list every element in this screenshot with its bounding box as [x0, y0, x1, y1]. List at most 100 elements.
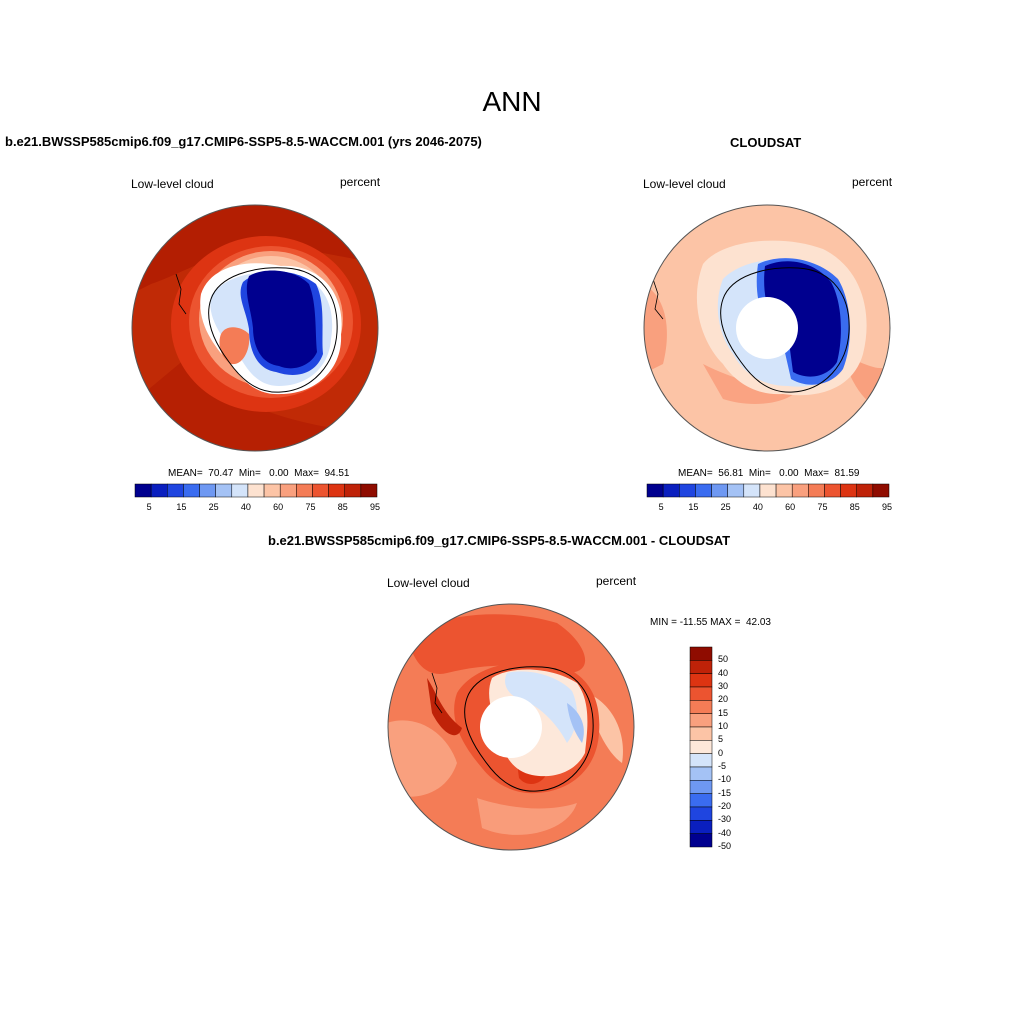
colorbar-swatch [689, 766, 713, 781]
colorbar-swatch [856, 483, 874, 498]
colorbar-swatch [689, 833, 713, 848]
obs-panel-title: CLOUDSAT [730, 135, 802, 150]
model-colorbar-swatches [134, 483, 378, 498]
colorbar-swatch [689, 806, 713, 821]
colorbar-swatch [689, 646, 713, 661]
colorbar-tick-label: 25 [208, 502, 219, 512]
diff-polar-map [387, 603, 635, 851]
colorbar-tick-label: 5 [718, 734, 724, 745]
colorbar-tick-label: 40 [718, 667, 729, 678]
colorbar-swatch [711, 483, 728, 498]
colorbar-tick-label: 40 [752, 502, 763, 512]
model-units-label: percent [340, 175, 381, 189]
colorbar-tick-label: 60 [785, 502, 796, 512]
colorbar-swatch [689, 753, 713, 768]
colorbar-tick-label: 60 [273, 502, 284, 512]
model-field-label: Low-level cloud [131, 177, 214, 191]
colorbar-tick-label: 40 [240, 502, 251, 512]
colorbar-tick-label: 95 [881, 502, 893, 512]
colorbar-tick-label: 15 [718, 707, 729, 718]
colorbar-swatch [743, 483, 761, 498]
colorbar-tick-label: -30 [718, 814, 732, 825]
colorbar-swatch [759, 483, 777, 498]
colorbar-swatch [727, 483, 745, 498]
colorbar-swatch [872, 483, 890, 498]
colorbar-swatch [689, 686, 713, 701]
colorbar-tick-label: -20 [718, 801, 732, 811]
colorbar-tick-label: 85 [337, 502, 348, 512]
diff-colorbar-labels: 50 40 30 20 15 10 5 0 -5 -10 -15 -20 -30 -40 -50 [718, 647, 758, 851]
colorbar-tick-label: -10 [718, 774, 732, 785]
model-polar-map [131, 204, 379, 452]
colorbar-swatch [808, 483, 825, 498]
obs-colorbar-swatches [646, 483, 890, 498]
colorbar-swatch [689, 740, 713, 754]
colorbar-swatch [679, 483, 696, 498]
colorbar-swatch [215, 483, 233, 498]
colorbar-swatch [296, 483, 313, 498]
colorbar-tick-label: 0 [718, 747, 724, 758]
model-panel-title: b.e21.BWSSP585cmip6.f09_g17.CMIP6-SSP5-8… [5, 134, 482, 149]
colorbar-tick-label: -50 [718, 841, 732, 851]
colorbar-swatch [689, 820, 713, 834]
colorbar-tick-label: -40 [718, 827, 732, 838]
colorbar-swatch [344, 483, 362, 498]
colorbar-tick-label: 15 [688, 502, 699, 512]
colorbar-swatch [183, 483, 200, 498]
colorbar-swatch [231, 483, 249, 498]
colorbar-swatch [662, 483, 680, 498]
colorbar-swatch [689, 713, 713, 728]
colorbar-swatch [646, 483, 664, 498]
colorbar-swatch [150, 483, 168, 498]
colorbar-tick-label: 30 [718, 681, 729, 691]
model-colorbar-labels: 5 15 25 40 60 75 85 95 [135, 502, 381, 514]
colorbar-tick-label: -15 [718, 787, 732, 798]
colorbar-swatch [263, 483, 281, 498]
colorbar-tick-label: 10 [718, 721, 729, 731]
colorbar-tick-label: 20 [718, 694, 729, 705]
colorbar-tick-label: 85 [849, 502, 860, 512]
colorbar-swatch [134, 483, 152, 498]
colorbar-tick-label: 25 [720, 502, 731, 512]
obs-field-label: Low-level cloud [643, 177, 726, 191]
colorbar-swatch [312, 483, 329, 498]
colorbar-tick-label: 15 [176, 502, 187, 512]
colorbar-swatch [689, 780, 713, 794]
colorbar-tick-label: 5 [658, 502, 664, 512]
obs-colorbar-labels: 5 15 25 40 60 75 85 95 [647, 502, 893, 514]
model-colorbar [134, 483, 378, 498]
colorbar-swatch [199, 483, 216, 498]
colorbar-swatch [775, 483, 793, 498]
colorbar-swatch [689, 673, 713, 688]
colorbar-swatch [824, 483, 841, 498]
colorbar-swatch [840, 483, 857, 498]
diff-colorbar [689, 646, 713, 848]
colorbar-swatch [328, 483, 345, 498]
diff-stats: MIN = -11.55 MAX = 42.03 [650, 617, 771, 628]
diff-units-label: percent [596, 574, 637, 588]
colorbar-swatch [695, 483, 712, 498]
obs-stats: MEAN= 56.81 Min= 0.00 Max= 81.59 [678, 468, 860, 479]
colorbar-swatch [360, 483, 378, 498]
colorbar-tick-label: 75 [305, 502, 316, 512]
obs-units-label: percent [852, 175, 893, 189]
colorbar-swatch [689, 660, 713, 674]
figure-title: ANN [482, 86, 542, 117]
colorbar-swatch [167, 483, 184, 498]
colorbar-tick-label: 75 [817, 502, 828, 512]
colorbar-tick-label: 50 [718, 654, 729, 665]
colorbar-tick-label: -5 [718, 761, 727, 771]
colorbar-swatch [689, 700, 713, 714]
colorbar-swatch [689, 726, 713, 741]
obs-polar-map [643, 204, 891, 452]
model-stats: MEAN= 70.47 Min= 0.00 Max= 94.51 [168, 468, 350, 479]
diff-panel-title: b.e21.BWSSP585cmip6.f09_g17.CMIP6-SSP5-8… [268, 533, 731, 548]
obs-colorbar [646, 483, 890, 498]
colorbar-swatch [247, 483, 265, 498]
diff-colorbar-swatches [689, 646, 713, 848]
colorbar-tick-label: 5 [146, 502, 152, 512]
colorbar-tick-label: 95 [369, 502, 381, 512]
colorbar-swatch [279, 483, 297, 498]
colorbar-swatch [689, 793, 713, 808]
diff-field-label: Low-level cloud [387, 576, 470, 590]
